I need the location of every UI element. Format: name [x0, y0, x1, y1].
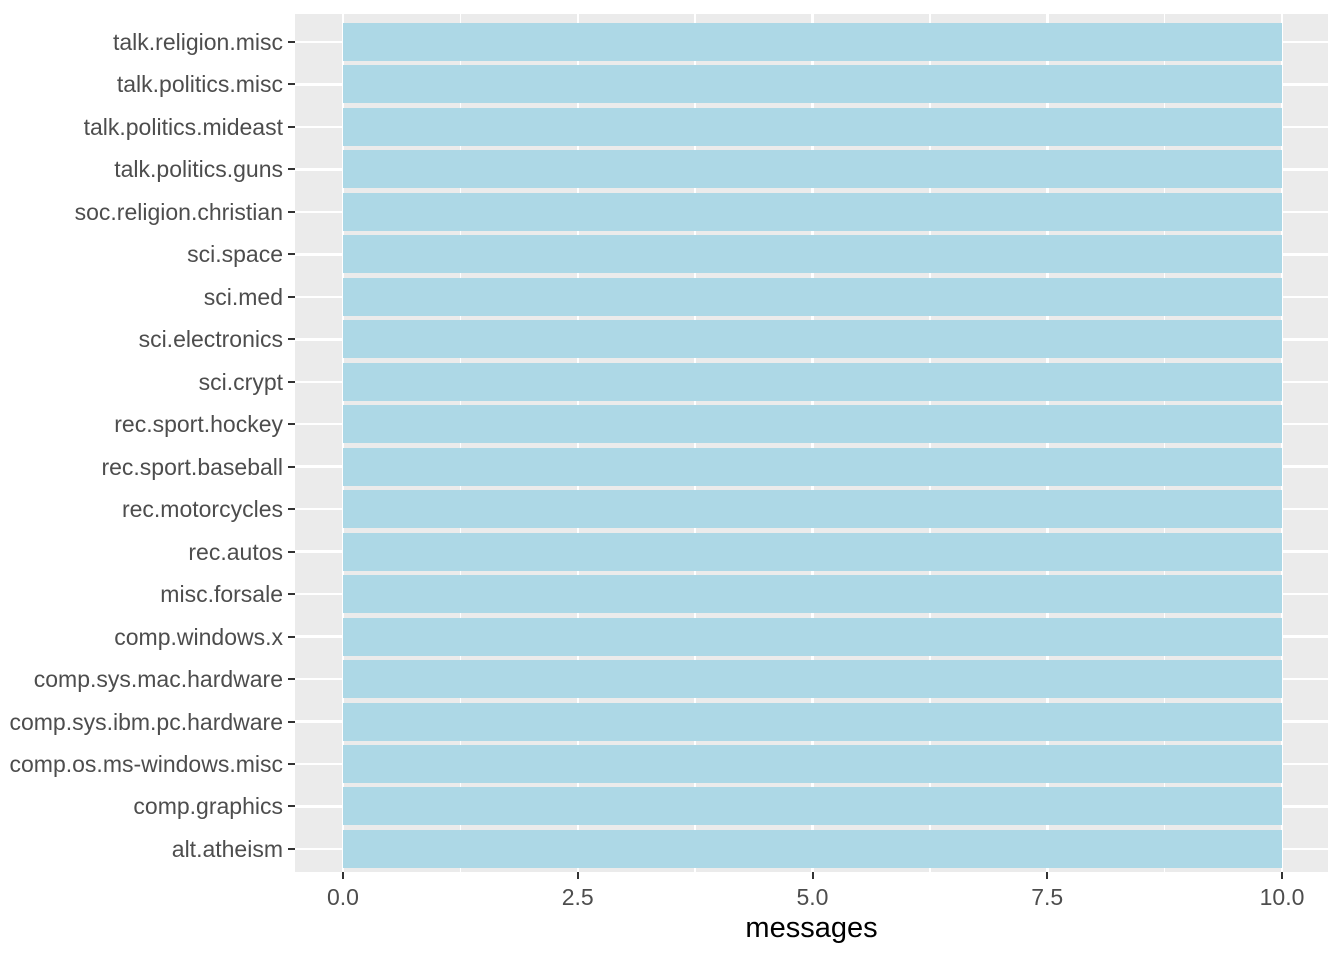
y-axis-label: sci.crypt: [198, 368, 283, 395]
bar-comp.windows.x: [343, 617, 1282, 656]
y-axis-label: sci.space: [187, 241, 283, 268]
bar-comp.graphics: [343, 787, 1282, 826]
bar-rec.sport.baseball: [343, 447, 1282, 486]
v-gridline-major: [1280, 14, 1284, 872]
y-tick: [288, 508, 295, 511]
y-tick: [288, 593, 295, 596]
y-axis-label: rec.sport.baseball: [101, 453, 283, 480]
y-tick: [288, 805, 295, 808]
x-tick: [342, 872, 344, 879]
bar-sci.electronics: [343, 320, 1282, 359]
bar-talk.politics.misc: [343, 65, 1282, 104]
bar-soc.religion.christian: [343, 192, 1282, 231]
bar-sci.space: [343, 235, 1282, 274]
y-tick: [288, 253, 295, 256]
y-axis-label: comp.os.ms-windows.misc: [9, 750, 284, 777]
x-tick-label: 2.5: [561, 884, 594, 910]
y-axis-label: alt.atheism: [171, 835, 283, 862]
y-axis-label: talk.politics.misc: [116, 71, 283, 98]
y-axis-label: comp.sys.ibm.pc.hardware: [9, 708, 283, 735]
bar-rec.autos: [343, 532, 1282, 571]
x-tick: [1046, 872, 1049, 879]
bar-rec.motorcycles: [343, 490, 1282, 529]
y-tick: [288, 41, 295, 43]
bar-alt.atheism: [343, 829, 1282, 868]
y-tick: [288, 720, 295, 723]
x-tick: [576, 872, 579, 879]
bar-talk.religion.misc: [343, 23, 1282, 61]
y-tick: [288, 847, 295, 850]
y-tick: [288, 210, 295, 213]
x-tick-label: 7.5: [1031, 884, 1064, 910]
y-tick: [288, 678, 295, 681]
y-tick: [288, 295, 295, 298]
y-tick: [288, 125, 295, 128]
y-tick: [288, 423, 295, 426]
y-tick: [288, 550, 295, 553]
y-axis-label: rec.autos: [188, 538, 283, 565]
plot-panel: [295, 14, 1328, 872]
y-tick: [288, 635, 295, 638]
y-axis-label: comp.sys.mac.hardware: [33, 666, 283, 693]
bar-comp.sys.ibm.pc.hardware: [343, 702, 1282, 741]
bar-rec.sport.hockey: [343, 405, 1282, 444]
y-axis-label: comp.graphics: [133, 793, 283, 820]
y-tick: [288, 465, 295, 468]
x-tick: [811, 872, 814, 879]
x-tick-label: 10.0: [1259, 884, 1305, 910]
y-axis-label: misc.forsale: [160, 581, 283, 608]
y-axis-label: rec.sport.hockey: [114, 411, 283, 438]
bar-talk.politics.guns: [343, 150, 1282, 189]
y-axis-label: sci.electronics: [138, 326, 283, 353]
y-tick: [288, 338, 295, 341]
bar-sci.med: [343, 277, 1282, 316]
y-tick: [288, 380, 295, 383]
y-tick: [288, 168, 295, 171]
bar-talk.politics.mideast: [343, 107, 1282, 146]
bar-comp.os.ms-windows.misc: [343, 744, 1282, 783]
y-axis-label: talk.religion.misc: [113, 29, 283, 55]
bar-misc.forsale: [343, 575, 1282, 614]
x-tick-label: 5.0: [796, 884, 829, 910]
x-tick: [1281, 872, 1283, 879]
bar-comp.sys.mac.hardware: [343, 660, 1282, 699]
x-tick-label: 0.0: [327, 884, 359, 910]
y-axis-label: talk.politics.mideast: [83, 113, 283, 140]
y-axis-label: talk.politics.guns: [114, 156, 283, 183]
y-axis-label: rec.motorcycles: [121, 496, 283, 523]
y-axis-label: sci.med: [203, 283, 283, 310]
y-axis-label: comp.windows.x: [114, 623, 283, 650]
y-axis-label: soc.religion.christian: [74, 198, 283, 225]
y-tick: [288, 83, 295, 86]
y-tick: [288, 762, 295, 765]
x-axis-title: messages: [745, 912, 878, 944]
bar-sci.crypt: [343, 362, 1282, 401]
